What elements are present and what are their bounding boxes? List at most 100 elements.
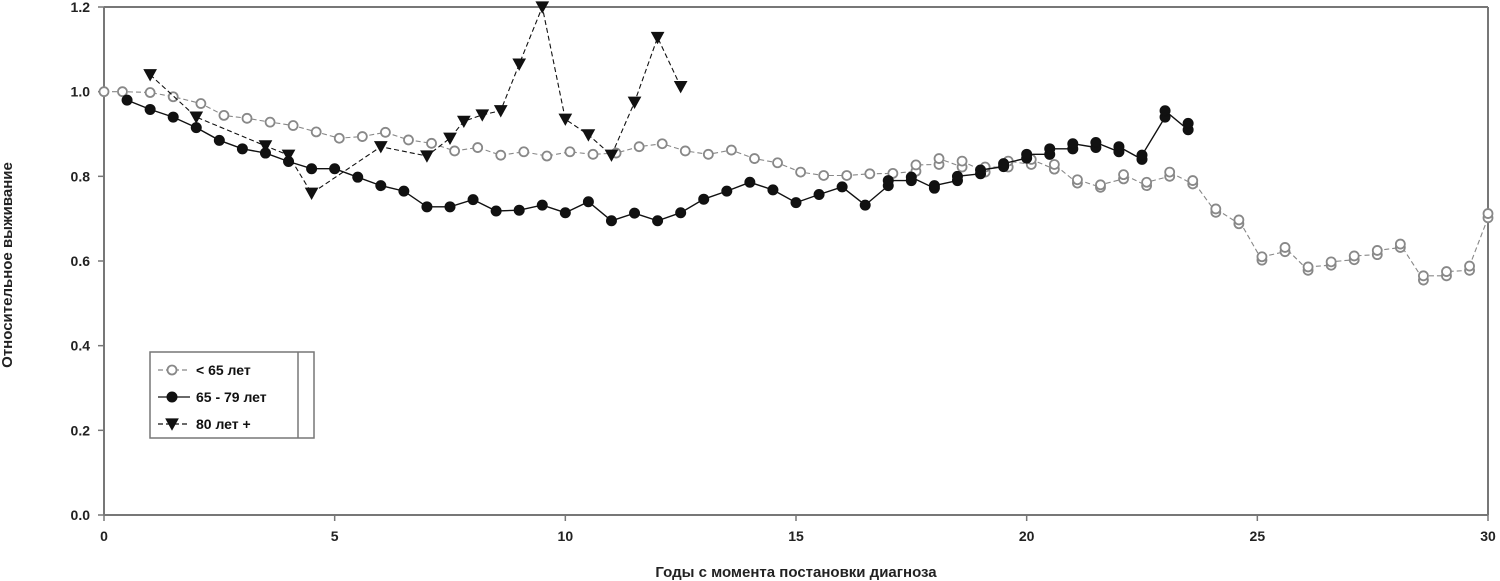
data-point: [236, 143, 248, 155]
data-point: [836, 181, 848, 193]
data-point: [1048, 159, 1060, 170]
data-point: [281, 149, 296, 162]
series-under-65: [98, 86, 1494, 286]
data-point: [629, 207, 641, 219]
data-point: [772, 157, 783, 169]
data-point: [420, 150, 434, 163]
data-point: [951, 170, 963, 182]
legend-item: 65 - 79 лет: [158, 389, 267, 405]
data-point: [117, 86, 128, 98]
x-tick-label: 15: [788, 528, 804, 544]
x-axis-title: Годы с момента постановки диагноза: [655, 564, 937, 581]
data-point: [956, 155, 968, 167]
legend-label: 80 лет +: [196, 416, 251, 432]
data-point: [1418, 270, 1429, 282]
data-point: [121, 94, 133, 106]
data-point: [1256, 251, 1268, 263]
x-tick-label: 20: [1019, 528, 1035, 544]
data-point: [380, 126, 391, 138]
series-80-plus: [143, 1, 688, 200]
legend: < 65 лет 65 - 79 лет 80 лет +: [149, 351, 315, 439]
x-axis-ticks: 0 5 10 15 20 25 30: [100, 515, 1496, 544]
x-tick-label: 25: [1250, 528, 1266, 544]
data-point: [559, 207, 571, 219]
legend-item: 80 лет +: [158, 416, 251, 432]
data-point: [650, 31, 665, 45]
y-tick-label: 1.2: [71, 0, 91, 15]
data-point: [1113, 141, 1125, 153]
data-point: [1348, 250, 1360, 262]
data-point: [859, 199, 871, 211]
data-point: [403, 134, 414, 146]
data-point: [633, 141, 645, 153]
data-point: [287, 120, 299, 131]
data-point: [1233, 214, 1245, 226]
data-point: [1325, 256, 1337, 268]
y-tick-label: 0.0: [71, 507, 91, 523]
data-point: [928, 180, 940, 192]
legend-marker: [166, 391, 178, 403]
data-point: [1095, 179, 1106, 191]
y-tick-label: 0.2: [71, 422, 91, 438]
data-point: [1067, 138, 1079, 150]
data-point: [673, 80, 688, 94]
data-point: [1118, 169, 1129, 181]
data-point: [144, 103, 156, 115]
data-point: [444, 201, 456, 213]
data-point: [536, 199, 548, 211]
data-point: [882, 175, 894, 187]
data-point: [1279, 242, 1291, 253]
legend-items: < 65 лет 65 - 79 лет 80 лет +: [158, 362, 267, 432]
x-tick-label: 10: [558, 528, 574, 544]
data-point: [98, 86, 110, 98]
legend-label: 65 - 79 лет: [196, 389, 267, 405]
data-point: [218, 109, 230, 121]
legend-label: < 65 лет: [196, 362, 251, 378]
data-point: [998, 158, 1010, 170]
y-tick-label: 0.6: [71, 253, 91, 269]
data-point: [512, 58, 527, 71]
data-point: [652, 215, 664, 227]
data-point: [304, 187, 319, 200]
data-point: [333, 132, 345, 144]
series-65-79: [121, 94, 1194, 227]
data-point: [905, 171, 917, 183]
data-point: [581, 129, 596, 142]
data-point: [443, 132, 457, 145]
y-tick-label: 0.4: [71, 338, 91, 354]
data-point: [535, 1, 550, 14]
data-point: [675, 207, 687, 219]
y-axis-title: Относительное выживание: [0, 162, 16, 368]
data-point: [605, 215, 617, 227]
data-point: [518, 146, 530, 158]
y-tick-label: 0.8: [71, 168, 91, 184]
data-point: [472, 142, 484, 153]
data-point: [975, 164, 987, 176]
data-point: [1302, 261, 1314, 273]
data-point: [375, 180, 387, 192]
data-point: [1182, 117, 1194, 129]
data-point: [790, 197, 802, 209]
data-point: [241, 112, 253, 124]
data-point: [467, 194, 479, 206]
data-point: [190, 122, 202, 134]
data-point: [749, 153, 760, 164]
data-point: [1136, 149, 1148, 161]
data-point: [627, 96, 642, 109]
data-point: [721, 185, 733, 197]
data-point: [564, 146, 576, 158]
data-point: [264, 116, 276, 128]
data-point: [329, 163, 341, 175]
data-point: [493, 105, 508, 118]
data-point: [656, 138, 668, 150]
data-point: [698, 193, 710, 205]
data-point: [189, 111, 204, 124]
data-point: [352, 171, 364, 183]
data-point: [795, 166, 807, 178]
data-point: [604, 149, 619, 162]
data-point: [310, 126, 322, 138]
data-point: [1141, 176, 1153, 188]
data-point: [490, 205, 502, 217]
series-line: [149, 5, 682, 195]
